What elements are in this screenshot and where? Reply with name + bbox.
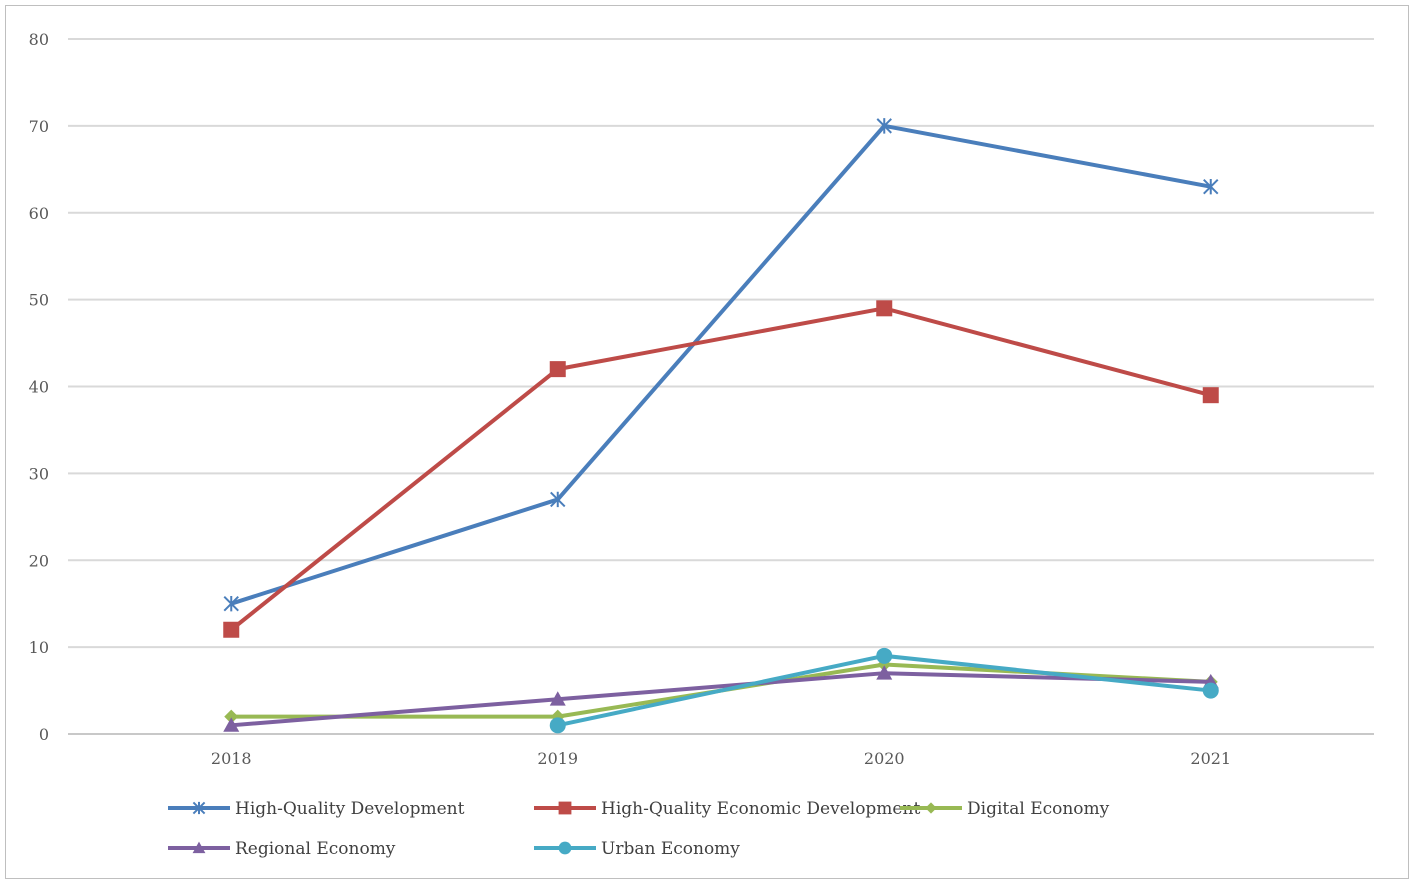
series-line <box>230 123 1212 606</box>
data-point <box>876 647 893 664</box>
legend-label: Regional Economy <box>235 839 396 859</box>
data-point <box>549 717 566 734</box>
y-tick-label: 20 <box>29 551 49 570</box>
legend-label: Urban Economy <box>601 839 740 859</box>
data-point <box>876 665 893 680</box>
legend-item: High-Quality Development <box>168 799 465 819</box>
x-tick-label: 2021 <box>1190 749 1231 768</box>
y-axis-ticks: 0 10 20 30 40 50 60 70 80 <box>29 30 49 744</box>
series-lines <box>223 118 1219 734</box>
series-line <box>230 306 1212 632</box>
data-point <box>549 691 566 706</box>
series-urban-economy <box>549 647 1219 734</box>
y-tick-label: 70 <box>29 117 49 136</box>
legend-item: High-Quality Economic Development <box>534 799 920 819</box>
legend-label: Digital Economy <box>967 799 1110 819</box>
legend-marker <box>192 801 206 815</box>
y-tick-label: 0 <box>39 725 49 744</box>
legend-item: Urban Economy <box>534 839 740 859</box>
data-point <box>224 709 239 724</box>
y-tick-label: 80 <box>29 30 49 49</box>
data-point <box>550 491 566 508</box>
gridlines <box>68 38 1374 735</box>
x-axis-ticks: 2018 2019 2020 2021 <box>211 749 1231 768</box>
x-tick-label: 2018 <box>211 749 252 768</box>
legend-marker <box>192 841 206 854</box>
legend-item: Regional Economy <box>168 839 396 859</box>
data-point <box>223 595 239 612</box>
legend-marker <box>925 802 937 814</box>
y-tick-label: 40 <box>29 378 49 397</box>
data-point <box>1203 178 1219 195</box>
legend-label: High-Quality Development <box>235 799 465 819</box>
y-tick-label: 60 <box>29 204 49 223</box>
series-high-quality-economic-development <box>223 300 1219 638</box>
data-point <box>223 717 240 732</box>
data-point <box>1202 387 1219 404</box>
series-line <box>231 671 1211 728</box>
x-tick-label: 2019 <box>537 749 578 768</box>
legend-marker <box>558 801 572 815</box>
data-point <box>549 361 566 378</box>
legend-label: High-Quality Economic Development <box>601 799 920 819</box>
y-tick-label: 10 <box>29 638 49 657</box>
legend-marker <box>558 841 572 855</box>
data-point <box>876 118 892 134</box>
legend-item: Digital Economy <box>900 799 1110 819</box>
x-tick-label: 2020 <box>864 749 905 768</box>
y-tick-label: 50 <box>29 291 49 310</box>
legend: High-Quality Development High-Quality Eco… <box>168 799 1110 859</box>
y-tick-label: 30 <box>29 464 49 483</box>
data-point <box>223 621 240 638</box>
data-point <box>876 300 893 317</box>
data-point <box>1202 682 1219 699</box>
series-high-quality-development <box>223 118 1219 612</box>
